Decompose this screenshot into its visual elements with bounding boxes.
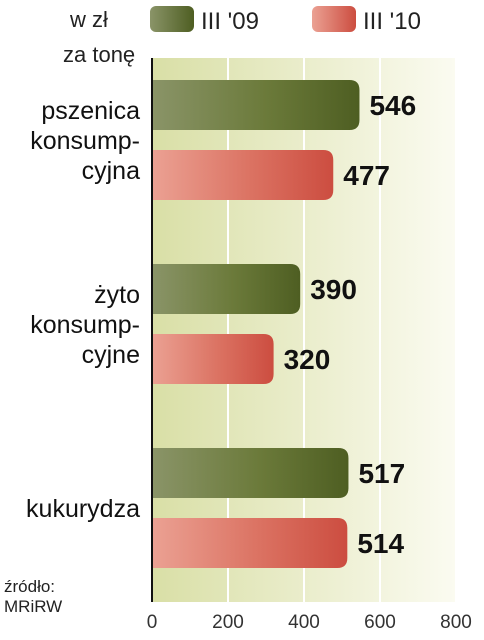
category-label-1-line-0: żyto (94, 281, 140, 309)
x-axis-ticks: 0 200 400 600 800 (147, 612, 472, 633)
tick-label-600: 600 (364, 612, 396, 633)
bars (152, 80, 360, 568)
bar-0-series-0 (152, 80, 360, 130)
tick-label-0: 0 (147, 612, 158, 633)
unit-label-line1: w zł (69, 7, 108, 32)
value-labels: 546 477 390 320 517 514 (284, 90, 417, 559)
tick-label-800: 800 (440, 612, 472, 633)
source-label-line1: źródło: (4, 577, 55, 596)
category-labels: pszenicakonsump-cyjnażytokonsump-cyjneku… (26, 97, 140, 523)
legend-label-2009: III '09 (201, 8, 259, 35)
bar-2-series-0 (152, 448, 349, 498)
legend-item-2010: III '10 (312, 6, 421, 35)
category-label-0-line-0: pszenica (41, 97, 140, 125)
bar-1-series-1 (152, 334, 274, 384)
bar-0-series-1 (152, 150, 334, 200)
value-label-0-series-0: 546 (369, 90, 416, 121)
tick-label-200: 200 (212, 612, 244, 633)
category-label-1-line-1: konsump- (30, 311, 140, 339)
value-label-0-series-1: 477 (343, 160, 390, 191)
unit-label-line2: za tonę (63, 42, 135, 67)
value-label-1-series-0: 390 (310, 274, 357, 305)
tick-label-400: 400 (288, 612, 320, 633)
source-label-line2: MRiRW (4, 597, 62, 616)
bar-2-series-1 (152, 518, 348, 568)
gridlines (227, 58, 457, 602)
legend-label-2010: III '10 (363, 8, 421, 35)
bar-1-series-0 (152, 264, 301, 314)
value-label-1-series-1: 320 (284, 344, 331, 375)
value-label-2-series-0: 517 (358, 458, 405, 489)
category-label-0-line-1: konsump- (30, 127, 140, 155)
legend-swatch-2009 (150, 6, 194, 32)
value-label-2-series-1: 514 (357, 528, 404, 559)
legend-item-2009: III '09 (150, 6, 259, 35)
category-label-0-line-2: cyjna (82, 157, 140, 185)
legend-swatch-2010 (312, 6, 356, 32)
legend: III '09 III '10 (150, 6, 421, 35)
category-label-2-line-0: kukurydza (26, 495, 140, 523)
category-label-1-line-2: cyjne (82, 341, 140, 369)
